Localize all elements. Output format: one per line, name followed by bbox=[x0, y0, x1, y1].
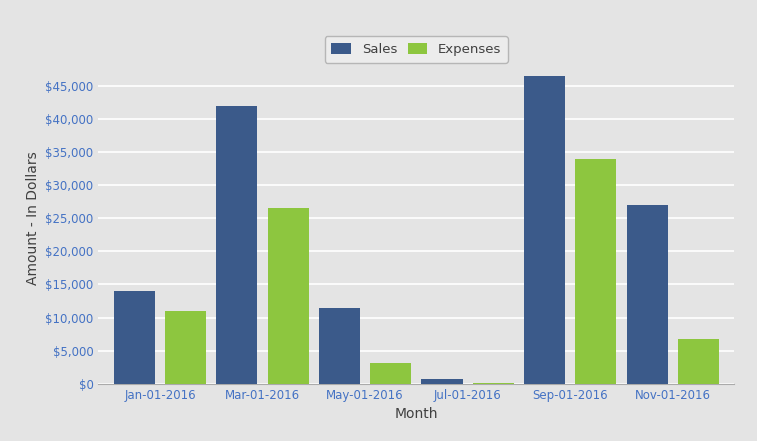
Bar bbox=[473, 383, 514, 384]
Bar bbox=[268, 208, 309, 384]
Bar bbox=[217, 106, 257, 384]
Legend: Sales, Expenses: Sales, Expenses bbox=[325, 36, 508, 63]
Bar bbox=[319, 308, 360, 384]
Bar bbox=[422, 379, 463, 384]
Bar bbox=[678, 340, 719, 384]
Y-axis label: Amount - In Dollars: Amount - In Dollars bbox=[26, 151, 40, 285]
X-axis label: Month: Month bbox=[394, 407, 438, 421]
Bar bbox=[524, 76, 565, 384]
Bar bbox=[165, 311, 206, 384]
Bar bbox=[370, 363, 411, 384]
Bar bbox=[627, 205, 668, 384]
Bar bbox=[114, 291, 155, 384]
Bar bbox=[575, 159, 616, 384]
